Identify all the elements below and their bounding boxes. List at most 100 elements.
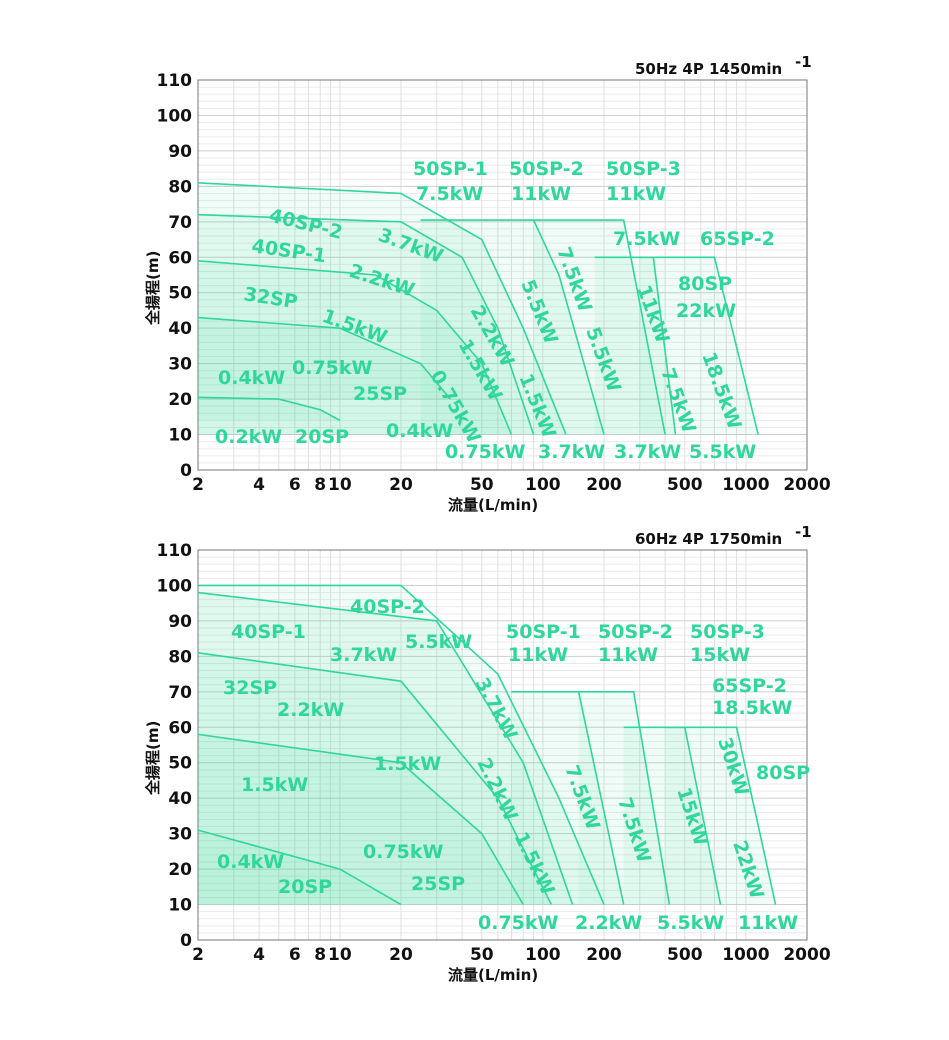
x-tick-label: 2 <box>192 945 204 965</box>
performance-area <box>665 727 776 905</box>
frequency-superscript: -1 <box>795 523 812 541</box>
x-tick-label: 20 <box>389 475 413 495</box>
model-label: 3.7kW <box>614 441 681 463</box>
model-label: 65SP-2 <box>712 675 787 697</box>
plot-frame <box>197 549 808 941</box>
model-label: 0.75kW <box>292 357 373 379</box>
performance-curve <box>578 691 671 905</box>
model-label: 11kW <box>598 644 658 666</box>
y-tick-label: 20 <box>168 860 192 880</box>
model-label: 32SP <box>223 677 277 699</box>
performance-area <box>623 727 721 905</box>
performance-curve <box>639 256 759 435</box>
performance-curve <box>420 219 605 435</box>
x-tick-label: 100 <box>525 475 561 495</box>
performance-curve <box>665 726 777 905</box>
model-label: 3.7kW <box>538 441 605 463</box>
model-label: 80SP <box>678 273 732 295</box>
y-tick-label: 50 <box>168 754 192 774</box>
model-label: 5.5kW <box>405 631 472 653</box>
x-axis-label: 流量(L/min) <box>448 496 538 514</box>
y-tick-label: 20 <box>168 390 192 410</box>
y-tick-label: 30 <box>168 355 192 375</box>
y-tick-label: 50 <box>168 284 192 304</box>
model-label: 0.75kW <box>445 441 526 463</box>
x-tick-label: 500 <box>667 945 703 965</box>
x-tick-label: 2000 <box>783 475 830 495</box>
performance-curve <box>197 652 553 905</box>
performance-curve <box>197 213 535 435</box>
model-label: 11kW <box>508 644 568 666</box>
performance-curve <box>511 691 625 905</box>
model-label: 11kW <box>511 183 571 205</box>
x-tick-label: 500 <box>667 475 703 495</box>
performance-curve <box>198 584 605 905</box>
x-tick-label: 8 <box>314 945 326 965</box>
x-tick-label: 1000 <box>722 475 769 495</box>
x-tick-label: 2000 <box>783 945 830 965</box>
performance-area <box>594 257 676 435</box>
y-tick-label: 10 <box>168 426 192 446</box>
x-tick-label: 6 <box>289 945 301 965</box>
performance-curve <box>197 829 402 906</box>
performance-area <box>198 585 604 905</box>
performance-area <box>198 397 340 421</box>
performance-curve <box>197 316 451 400</box>
model-label: 2.2kW <box>277 699 344 721</box>
model-label: 11kW <box>606 183 666 205</box>
performance-curve <box>197 591 574 905</box>
y-tick-label: 70 <box>168 683 192 703</box>
y-tick-label: 70 <box>168 213 192 233</box>
model-label: 50SP-2 <box>598 621 673 643</box>
performance-curve <box>197 733 524 905</box>
performance-area <box>639 257 759 435</box>
model-label: 5.5kW <box>657 912 724 934</box>
x-tick-label: 8 <box>314 475 326 495</box>
performance-curve <box>533 219 666 435</box>
model-label: 40SP-2 <box>350 596 425 618</box>
performance-area <box>511 691 624 905</box>
performance-area <box>198 182 567 435</box>
model-label: 11kW <box>738 912 798 934</box>
model-label: 0.4kW <box>386 420 453 442</box>
x-tick-label: 10 <box>328 475 352 495</box>
model-label: 0.2kW <box>215 426 282 448</box>
x-tick-label: 1000 <box>722 945 769 965</box>
y-axis-label: 全揚程(m) <box>144 251 162 326</box>
y-tick-label: 110 <box>157 541 193 561</box>
x-tick-label: 10 <box>328 945 352 965</box>
x-tick-label: 4 <box>253 475 265 495</box>
x-axis-label: 流量(L/min) <box>448 966 538 984</box>
y-tick-label: 90 <box>168 612 192 632</box>
x-tick-label: 50 <box>470 945 494 965</box>
model-label: 65SP-2 <box>700 228 775 250</box>
model-label: 0.4kW <box>218 367 285 389</box>
model-label: 20SP <box>278 876 332 898</box>
y-tick-label: 60 <box>168 718 192 738</box>
performance-area <box>198 734 524 905</box>
model-label: 25SP <box>411 873 465 895</box>
y-tick-label: 0 <box>180 931 192 951</box>
model-label: 80SP <box>756 762 810 784</box>
performance-curve <box>197 260 513 435</box>
model-label: 1.5kW <box>241 774 308 796</box>
y-tick-label: 40 <box>168 789 192 809</box>
performance-area <box>533 220 666 435</box>
y-tick-label: 0 <box>180 461 192 481</box>
model-label: 50SP-1 <box>506 621 581 643</box>
x-tick-label: 4 <box>253 945 265 965</box>
x-tick-label: 100 <box>525 945 561 965</box>
y-tick-label: 30 <box>168 825 192 845</box>
model-label: 5.5kW <box>689 441 756 463</box>
y-tick-label: 40 <box>168 319 192 339</box>
model-label: 40SP-1 <box>231 621 306 643</box>
x-tick-label: 6 <box>289 475 301 495</box>
y-axis-label: 全揚程(m) <box>144 721 162 796</box>
model-label: 0.4kW <box>217 851 284 873</box>
performance-area <box>578 691 670 905</box>
y-tick-label: 80 <box>168 647 192 667</box>
performance-area <box>198 260 512 435</box>
performance-area <box>198 592 573 905</box>
y-tick-label: 100 <box>157 106 193 126</box>
